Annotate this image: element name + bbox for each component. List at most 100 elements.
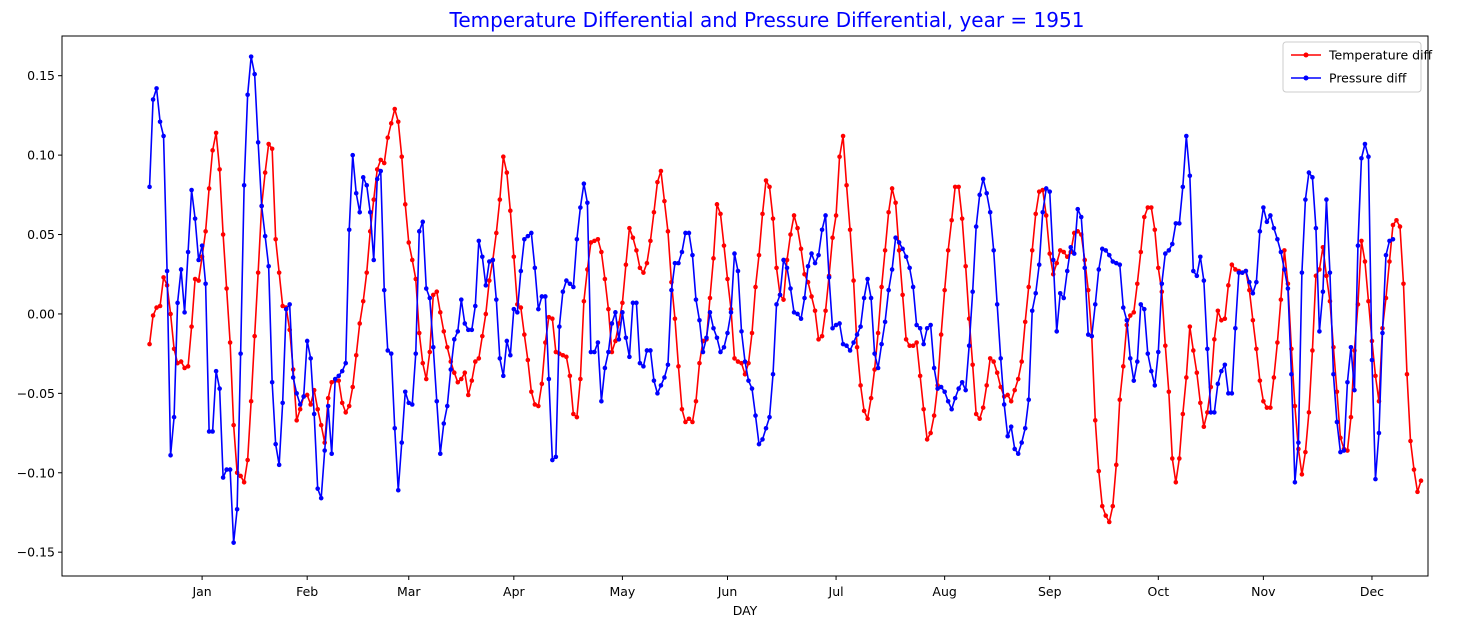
x-tick-label: Jun xyxy=(717,584,738,599)
data-point xyxy=(658,383,664,388)
data-point xyxy=(416,229,422,234)
data-point xyxy=(346,403,352,409)
data-point xyxy=(697,360,702,366)
data-point xyxy=(437,310,443,315)
data-point xyxy=(627,225,632,231)
data-point xyxy=(322,448,327,453)
data-point xyxy=(1187,173,1193,179)
data-point xyxy=(644,260,650,266)
data-point xyxy=(1156,349,1161,355)
data-point xyxy=(448,367,454,372)
plot-frame xyxy=(61,35,1429,577)
data-point xyxy=(928,322,933,328)
data-point xyxy=(210,148,215,153)
data-point xyxy=(966,343,972,349)
data-point xyxy=(301,394,306,399)
data-point xyxy=(819,227,825,233)
data-point xyxy=(627,354,632,360)
data-point xyxy=(455,329,461,334)
data-point xyxy=(536,403,541,409)
data-point xyxy=(543,294,548,299)
data-point xyxy=(840,133,846,139)
data-point xyxy=(508,352,513,358)
data-point xyxy=(1352,387,1357,393)
data-point xyxy=(480,333,485,339)
data-point xyxy=(1092,302,1098,307)
data-point xyxy=(466,327,471,333)
data-point xyxy=(392,425,398,431)
data-point xyxy=(1141,214,1147,220)
data-point xyxy=(378,168,384,174)
data-point xyxy=(466,392,471,398)
data-point xyxy=(487,259,492,264)
x-tick-label: Feb xyxy=(296,584,318,599)
data-point xyxy=(1099,503,1105,509)
data-point xyxy=(1257,229,1263,234)
data-point xyxy=(402,389,408,395)
data-point xyxy=(833,322,839,328)
data-point xyxy=(1064,268,1070,274)
data-point xyxy=(1008,424,1014,430)
data-point xyxy=(1117,397,1123,403)
data-point xyxy=(458,376,464,382)
data-point xyxy=(1120,364,1126,369)
data-point xyxy=(473,359,478,364)
data-point xyxy=(357,321,363,326)
data-point xyxy=(1373,476,1378,482)
data-point xyxy=(1099,246,1105,252)
data-point xyxy=(1110,503,1116,509)
data-point xyxy=(1250,290,1256,296)
x-tick-label: Nov xyxy=(1251,584,1276,599)
data-point xyxy=(385,135,391,140)
data-point xyxy=(634,300,639,306)
data-point xyxy=(294,418,299,423)
data-point xyxy=(1184,375,1189,380)
x-tick-label: Jan xyxy=(191,584,211,599)
data-point xyxy=(1341,448,1347,453)
data-point xyxy=(402,202,408,207)
data-point xyxy=(970,362,975,368)
data-point xyxy=(613,310,618,315)
data-point xyxy=(774,302,779,307)
data-point xyxy=(276,270,282,275)
data-point xyxy=(399,154,405,160)
data-point xyxy=(364,270,370,275)
data-point xyxy=(1338,449,1343,455)
data-point xyxy=(245,457,250,463)
data-point xyxy=(609,321,615,326)
data-point xyxy=(1191,268,1196,274)
data-point xyxy=(665,362,671,368)
data-point xyxy=(623,262,629,268)
data-point xyxy=(1215,381,1221,387)
data-point xyxy=(875,330,881,336)
data-point xyxy=(760,437,765,442)
data-point xyxy=(725,276,730,282)
data-point xyxy=(1026,397,1032,403)
data-point xyxy=(1292,479,1298,485)
data-point xyxy=(1222,316,1228,322)
data-point xyxy=(707,310,713,315)
data-point xyxy=(525,233,531,239)
data-point xyxy=(595,340,601,345)
data-point xyxy=(938,332,944,337)
data-point xyxy=(739,329,744,334)
data-point xyxy=(984,190,989,196)
data-point xyxy=(1345,448,1350,453)
data-point xyxy=(1254,346,1259,352)
data-point xyxy=(539,381,545,387)
data-point xyxy=(494,297,499,302)
data-point xyxy=(409,257,415,263)
data-point xyxy=(994,370,1000,376)
data-point xyxy=(269,379,275,385)
data-point xyxy=(900,246,905,252)
data-point xyxy=(879,284,884,290)
data-point xyxy=(714,335,720,341)
data-point xyxy=(308,402,313,407)
data-point xyxy=(718,211,723,217)
data-point xyxy=(718,349,723,355)
series-layer xyxy=(147,54,1424,545)
data-point xyxy=(1404,371,1410,377)
data-point xyxy=(732,356,737,361)
data-point xyxy=(1194,273,1200,279)
data-point xyxy=(1373,373,1378,379)
